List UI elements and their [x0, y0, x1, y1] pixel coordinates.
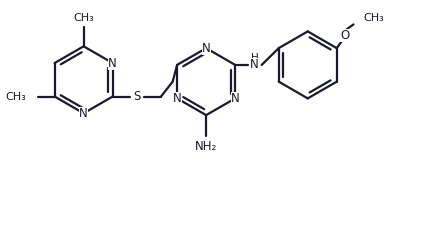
- Text: NH₂: NH₂: [195, 140, 217, 153]
- Text: CH₃: CH₃: [73, 13, 94, 23]
- Text: N: N: [79, 107, 88, 120]
- Text: CH₃: CH₃: [364, 13, 384, 23]
- Text: O: O: [341, 29, 350, 42]
- Text: N: N: [202, 42, 211, 55]
- Text: H: H: [251, 53, 259, 63]
- Text: N: N: [173, 92, 181, 105]
- Text: N: N: [231, 92, 240, 105]
- Text: S: S: [133, 90, 141, 103]
- Text: N: N: [250, 58, 259, 71]
- Text: N: N: [108, 57, 117, 69]
- Text: CH₃: CH₃: [5, 91, 26, 102]
